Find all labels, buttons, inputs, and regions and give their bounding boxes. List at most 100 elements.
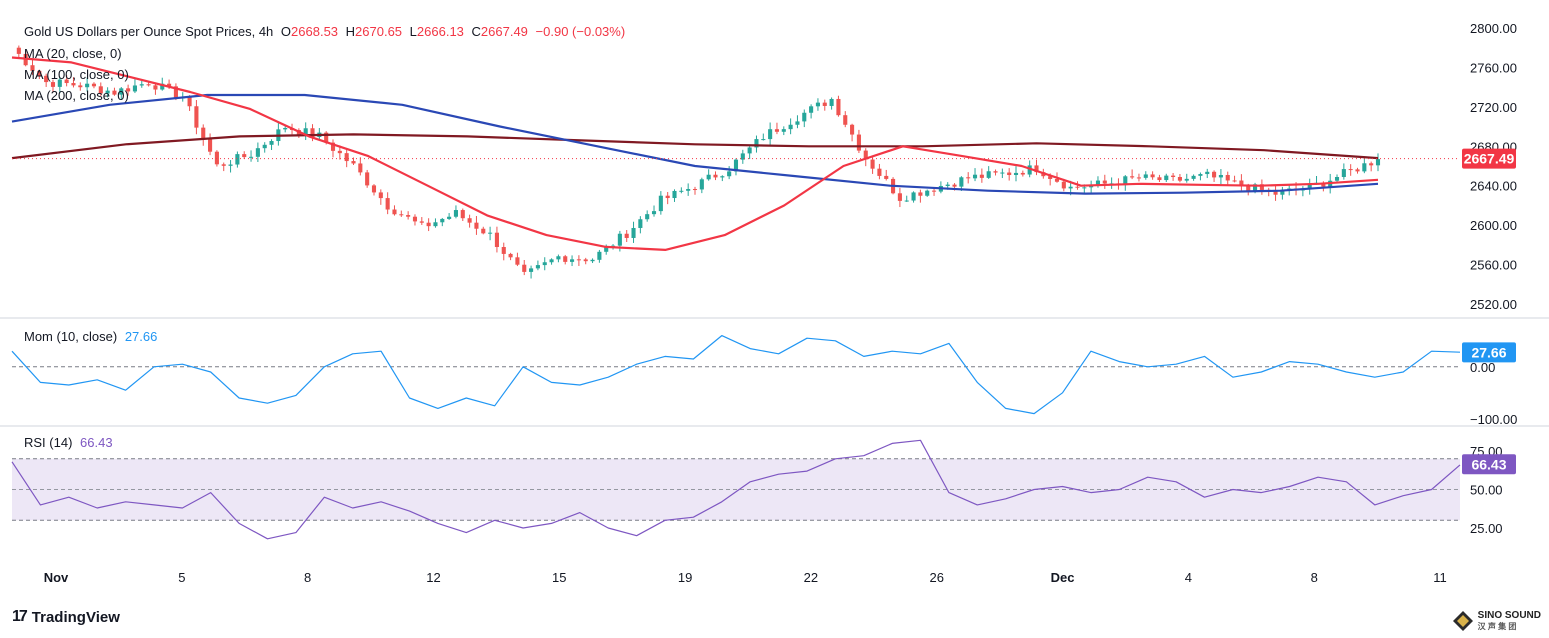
candle-body xyxy=(904,200,909,202)
time-tick-label: 12 xyxy=(426,570,440,585)
candle-body xyxy=(1102,180,1107,184)
rsi-tick-label: 25.00 xyxy=(1470,521,1503,536)
mom-legend[interactable]: Mom (10, close) 27.66 xyxy=(24,329,161,344)
candle-body xyxy=(508,253,513,258)
tradingview-logo[interactable]: 17 TradingView xyxy=(12,608,120,626)
candle-body xyxy=(378,192,383,199)
candle-body xyxy=(645,214,650,220)
candle-body xyxy=(802,112,807,122)
candle-body xyxy=(481,228,486,234)
candle-body xyxy=(30,65,35,71)
candle-body xyxy=(1054,178,1060,182)
candle-body xyxy=(358,163,363,173)
candle-body xyxy=(330,142,336,151)
candle-body xyxy=(877,168,882,176)
candle-body xyxy=(160,83,165,90)
candle-body xyxy=(371,185,377,193)
price-pane[interactable]: 2800.002760.002720.002680.002640.002600.… xyxy=(11,21,1517,312)
ma20-legend[interactable]: MA (20, close, 0) xyxy=(24,46,126,61)
candle-body xyxy=(529,268,534,272)
candle-body xyxy=(1048,176,1053,179)
candle-body xyxy=(98,86,103,94)
candle-body xyxy=(412,216,418,222)
candle-body xyxy=(822,102,827,106)
time-tick-label: 22 xyxy=(804,570,818,585)
candle-body xyxy=(843,115,848,125)
candle-body xyxy=(1246,186,1251,192)
candle-body xyxy=(809,106,814,113)
candle-body xyxy=(1034,165,1039,173)
candle-body xyxy=(597,251,602,260)
price-tick-label: 2520.00 xyxy=(1470,297,1517,312)
candle-body xyxy=(542,262,547,266)
candle-body xyxy=(884,175,889,179)
time-tick-label: Dec xyxy=(1051,570,1075,585)
open-label: O xyxy=(280,24,292,39)
candle-body xyxy=(959,177,964,187)
momentum-pane[interactable]: 0.00 −100.00 27.66 xyxy=(11,335,1517,427)
high-label: H xyxy=(345,24,356,39)
candle-body xyxy=(269,141,274,145)
candle-body xyxy=(1205,171,1210,175)
candle-body xyxy=(1362,163,1367,172)
last-price-badge: 2667.49 xyxy=(1464,151,1515,167)
ma100-line xyxy=(11,93,1379,195)
candle-body xyxy=(447,216,452,219)
candle-body xyxy=(44,75,49,83)
candle-body xyxy=(262,144,267,149)
candle-body xyxy=(1225,174,1230,181)
candle-body xyxy=(242,154,247,158)
candle-body xyxy=(658,195,663,212)
candle-body xyxy=(139,84,144,86)
candle-body xyxy=(57,79,62,87)
candle-body xyxy=(460,210,465,219)
price-legend: Gold US Dollars per Ounce Spot Prices, 4… xyxy=(24,24,629,39)
price-tick-label: 2560.00 xyxy=(1470,258,1517,273)
price-tick-label: 2640.00 xyxy=(1470,179,1517,194)
rsi-legend[interactable]: RSI (14) 66.43 xyxy=(24,435,117,450)
time-axis[interactable]: Nov 5 8 12 15 19 22 26 Dec 4 8 11 xyxy=(44,570,1447,585)
candle-body xyxy=(235,154,240,165)
candle-body xyxy=(310,128,315,138)
candle-body xyxy=(897,193,902,201)
candle-body xyxy=(399,214,404,216)
watermark-text-block: SINO SOUND 汉 声 集 团 xyxy=(1478,610,1541,632)
last-price-badge-bg xyxy=(1462,148,1516,169)
candle-body xyxy=(187,97,192,107)
candle-body xyxy=(221,164,226,166)
candle-body xyxy=(1082,187,1087,189)
candle-body xyxy=(590,259,595,262)
candle-body xyxy=(515,257,520,265)
candle-body xyxy=(194,106,199,128)
candle-body xyxy=(1007,172,1012,176)
price-tick-label: 2800.00 xyxy=(1470,21,1517,36)
candle-body xyxy=(1000,172,1005,174)
candle-body xyxy=(556,256,561,260)
candle-body xyxy=(324,132,329,143)
mom-line xyxy=(11,335,1461,415)
ma20-label: MA (20, close, 0) xyxy=(24,46,122,61)
candle-body xyxy=(426,222,431,227)
candle-body xyxy=(1061,181,1066,189)
rsi-value-badge: 66.43 xyxy=(1471,456,1506,472)
time-tick-label: 8 xyxy=(1311,570,1318,585)
candle-body xyxy=(1280,189,1285,195)
candle-body xyxy=(925,190,930,196)
candle-body xyxy=(474,222,479,229)
candle-body xyxy=(433,222,438,227)
candle-body xyxy=(863,150,868,160)
candle-body xyxy=(1020,172,1025,175)
price-tick-label: 2760.00 xyxy=(1470,60,1517,75)
candle-body xyxy=(16,47,21,54)
candle-body xyxy=(638,219,643,228)
ma100-legend[interactable]: MA (100, close, 0) xyxy=(24,67,133,82)
ma200-legend[interactable]: MA (200, close, 0) xyxy=(24,88,133,103)
candle-body xyxy=(1143,174,1148,178)
candle-body xyxy=(1177,177,1182,181)
candle-body xyxy=(856,134,861,151)
candle-body xyxy=(1164,175,1169,181)
mom-value-badge-bg xyxy=(1462,342,1516,363)
candle-body xyxy=(1198,174,1203,176)
